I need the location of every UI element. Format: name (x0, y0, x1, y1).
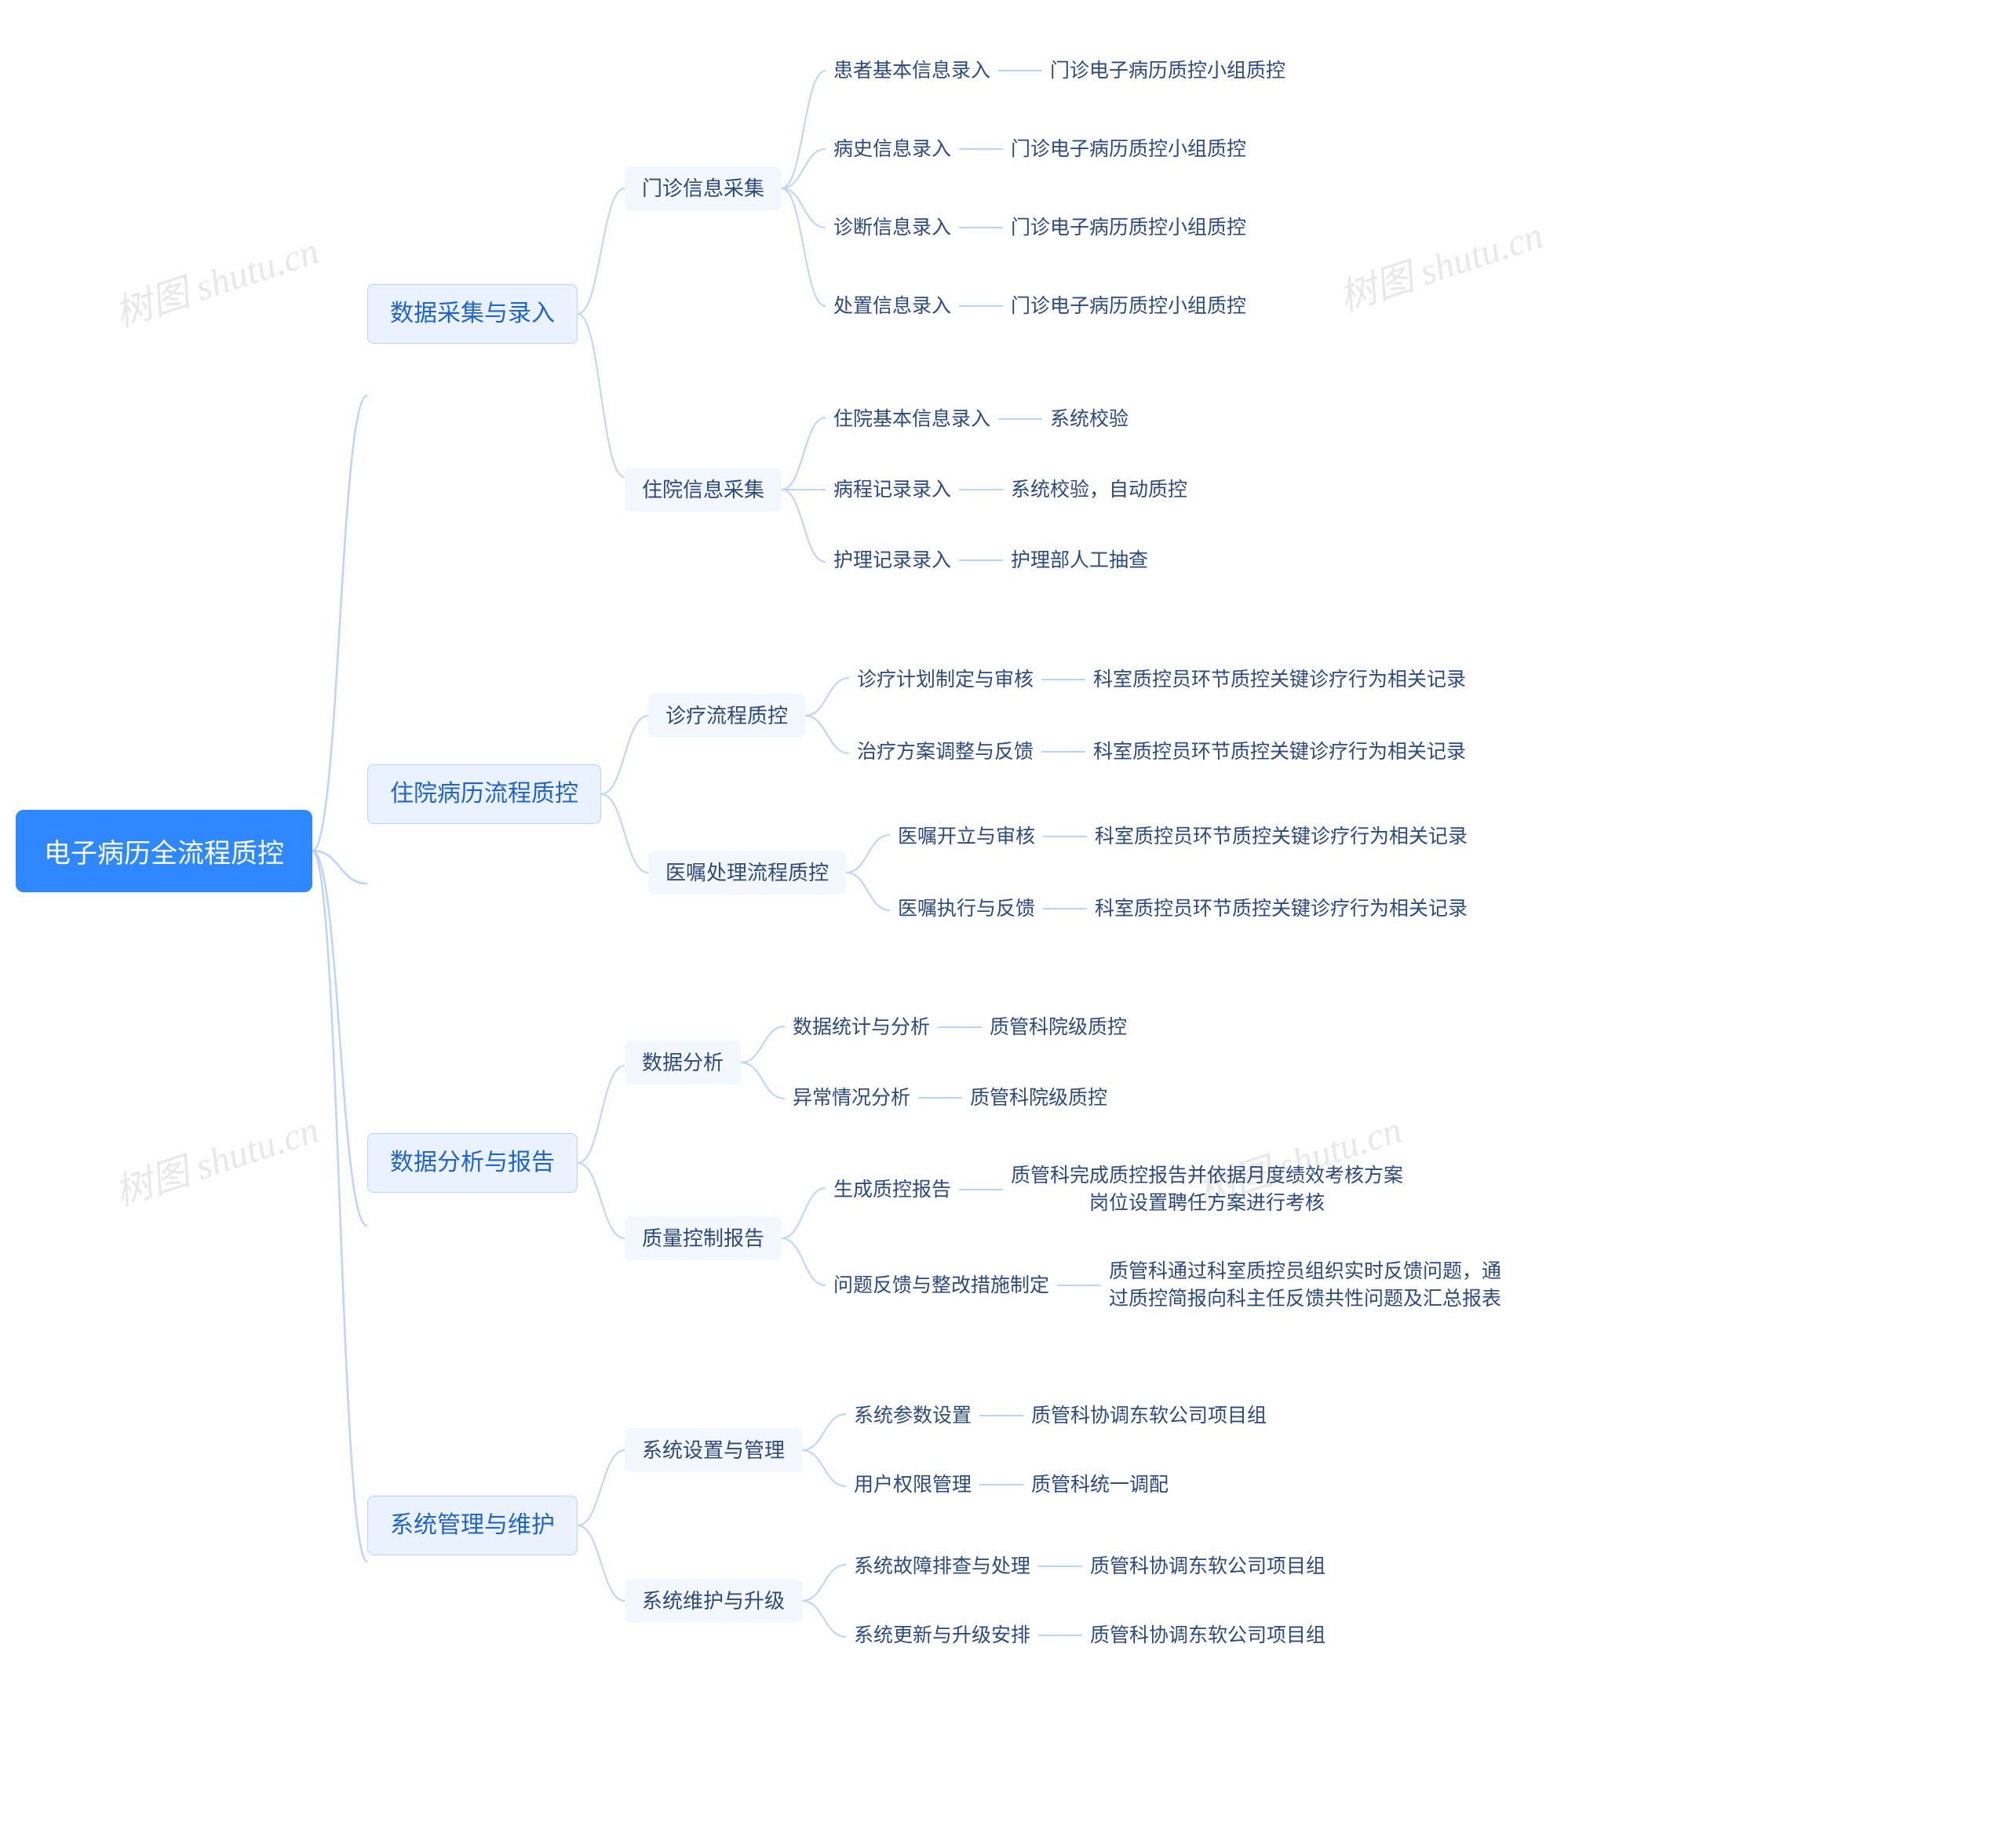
l4-node: 系统校验，自动质控 (1003, 473, 1195, 507)
l3-node: 系统参数设置 (846, 1399, 979, 1433)
l3-node: 用户权限管理 (846, 1468, 979, 1502)
l2-group: 数据分析 数据统计与分析 质管科院级质控 (625, 992, 1509, 1133)
l2-node: 数据分析 (625, 1041, 741, 1084)
l4-node: 科室质控员环节质控关键诊疗行为相关记录 (1085, 735, 1474, 769)
l3-node: 病程记录录入 (826, 473, 959, 507)
l3-node: 生成质控报告 (826, 1173, 959, 1207)
l3-node: 住院基本信息录入 (826, 403, 998, 436)
l1-node: 数据采集与录入 (367, 284, 578, 344)
l4-node: 科室质控员环节质控关键诊疗行为相关记录 (1085, 663, 1474, 697)
connector (782, 383, 826, 596)
connector-line (1043, 908, 1087, 909)
l4-node: 质管科协调东软公司项目组 (1082, 1619, 1333, 1653)
l2-group: 系统维护与升级 系统故障排查与处理 质管科协调东软公司项目组 (625, 1532, 1333, 1670)
l2-node: 系统维护与升级 (625, 1579, 802, 1623)
l3-node: 系统故障排查与处理 (846, 1550, 1038, 1584)
connector-line (998, 418, 1042, 420)
l3-node: 诊疗计划制定与审核 (849, 663, 1041, 697)
connector-line (918, 1097, 962, 1099)
connector (578, 31, 625, 596)
l4-node: 科室质控员环节质控关键诊疗行为相关记录 (1087, 820, 1475, 854)
l2-group: 系统设置与管理 系统参数设置 质管科协调东软公司项目组 (625, 1381, 1333, 1519)
branch-3: 数据分析与报告 数据分析 (367, 992, 1509, 1334)
connector-line (938, 1026, 982, 1028)
l4-node: 质管科院级质控 (962, 1081, 1115, 1115)
connector (805, 643, 849, 788)
l3-node: 异常情况分析 (785, 1081, 918, 1115)
l4-node: 科室质控员环节质控关键诊疗行为相关记录 (1087, 892, 1475, 926)
l4-node: 质管科通过科室质控员组织实时反馈问题，通 过质控简报向科主任反馈共性问题及汇总报… (1101, 1255, 1509, 1316)
connector-line (1057, 1285, 1101, 1286)
l3-node: 诊断信息录入 (826, 211, 959, 245)
l2-node: 质量控制报告 (625, 1216, 782, 1260)
connector (578, 995, 625, 1331)
connector-line (979, 1484, 1023, 1485)
connector (802, 1381, 846, 1519)
connector-line (1038, 1566, 1082, 1567)
l2-group: 医嘱处理流程质控 医嘱开立与审核 科室质控员环节质控关键诊疗行为相关记录 (648, 800, 1475, 945)
l2-node: 系统设置与管理 (625, 1428, 802, 1472)
l4-node: 系统校验 (1042, 403, 1136, 436)
l3-node: 处置信息录入 (826, 290, 959, 323)
connector (782, 31, 826, 345)
l4-node: 门诊电子病历质控小组质控 (1003, 133, 1254, 166)
connector-line (998, 70, 1042, 71)
l3-node: 数据统计与分析 (785, 1011, 938, 1044)
connector-line (1038, 1635, 1082, 1636)
l4-node: 门诊电子病历质控小组质控 (1003, 211, 1254, 245)
connector-line (959, 560, 1003, 561)
l4-node: 质管科协调东软公司项目组 (1023, 1399, 1274, 1433)
l2-group: 住院信息采集 住院基本信息录入 系统校验 (625, 383, 1293, 596)
branch-1: 数据采集与录入 门诊信息采集 (367, 31, 1509, 596)
connector-line (959, 305, 1003, 307)
l3-node: 系统更新与升级安排 (846, 1619, 1038, 1653)
l1-node: 数据分析与报告 (367, 1133, 578, 1193)
l2-node: 门诊信息采集 (625, 166, 782, 210)
l2-node: 医嘱处理流程质控 (648, 851, 846, 895)
connector (578, 1381, 625, 1670)
l2-group: 门诊信息采集 患者基本信息录入 门诊电子病历质控小 (625, 31, 1293, 345)
l3-node: 问题反馈与整改措施制定 (826, 1269, 1057, 1303)
l3-node: 医嘱开立与审核 (890, 820, 1043, 854)
l4-node: 门诊电子病历质控小组质控 (1042, 54, 1293, 88)
l2-node: 住院信息采集 (625, 468, 782, 512)
l4-node: 质管科统一调配 (1023, 1468, 1176, 1502)
l1-node: 住院病历流程质控 (367, 764, 601, 824)
connector-line (1041, 751, 1085, 753)
l4-node: 门诊电子病历质控小组质控 (1003, 290, 1254, 323)
connector-line (959, 489, 1003, 490)
connector-root (312, 113, 367, 1588)
l2-node: 诊疗流程质控 (648, 694, 805, 738)
mindmap: 电子病历全流程质控 数据采集与录入 门诊信息采集 (16, 31, 1993, 1670)
l3-node: 治疗方案调整与反馈 (849, 735, 1041, 769)
connector-line (959, 1189, 1003, 1190)
l2-group: 质量控制报告 生成质控报告 质管科完成质控报告并依据月度绩效考核方案 岗位设置聘… (625, 1143, 1509, 1334)
connector-line (1043, 836, 1087, 837)
branch-2: 住院病历流程质控 诊疗流程质控 (367, 643, 1509, 945)
l3-node: 医嘱执行与反馈 (890, 892, 1043, 926)
connector-line (979, 1415, 1023, 1416)
l3-node: 患者基本信息录入 (826, 54, 998, 88)
l1-node: 系统管理与维护 (367, 1496, 578, 1555)
l3-node: 病史信息录入 (826, 133, 959, 166)
l4-node: 质管科院级质控 (982, 1011, 1135, 1044)
connector (802, 1532, 846, 1670)
root-node: 电子病历全流程质控 (16, 810, 312, 892)
connector-line (959, 227, 1003, 228)
l4-node: 质管科协调东软公司项目组 (1082, 1550, 1333, 1584)
branch-4: 系统管理与维护 系统设置与管理 (367, 1381, 1509, 1670)
connector (782, 1146, 826, 1331)
connector-line (959, 148, 1003, 150)
connector (741, 992, 785, 1133)
l3-node: 护理记录录入 (826, 544, 959, 578)
connector (846, 800, 890, 945)
l4-node: 护理部人工抽查 (1003, 544, 1156, 578)
connector-line (1041, 679, 1085, 680)
l2-group: 诊疗流程质控 诊疗计划制定与审核 科室质控员环节质控关键诊疗行为相关记录 (648, 643, 1475, 788)
connector (601, 643, 648, 945)
l4-node: 质管科完成质控报告并依据月度绩效考核方案 岗位设置聘任方案进行考核 (1003, 1159, 1411, 1220)
